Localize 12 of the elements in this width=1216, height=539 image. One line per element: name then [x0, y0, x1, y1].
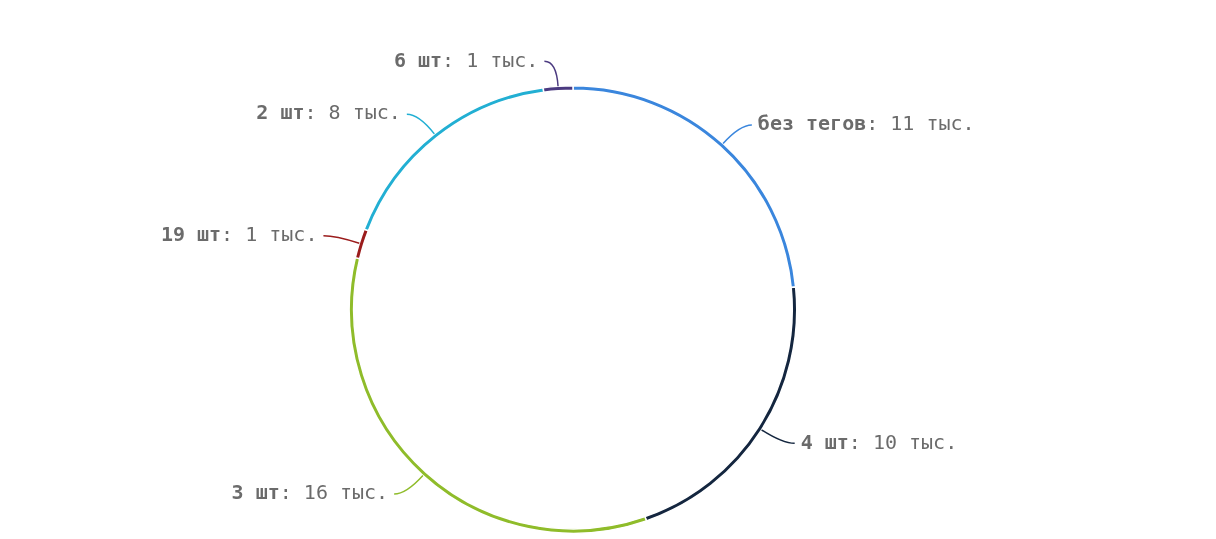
slice-label: 3 шт	[231, 480, 280, 505]
data-label: : 16 тыс.	[279, 480, 389, 505]
slice-label: 2 шт	[256, 100, 305, 125]
slice-label: 4 шт	[800, 429, 849, 454]
slice-label: 6 шт	[393, 47, 443, 72]
data-label: : 8 тыс.	[304, 100, 401, 125]
slice-label: 19 шт	[160, 222, 222, 246]
data-label: : 1 тыс.	[221, 222, 318, 246]
data-label: : 10 тыс.	[848, 429, 958, 454]
data-label: : 1 тыс.	[442, 47, 539, 72]
slice-label: без тегов	[757, 111, 867, 136]
data-label: : 11 тыс.	[866, 111, 975, 136]
